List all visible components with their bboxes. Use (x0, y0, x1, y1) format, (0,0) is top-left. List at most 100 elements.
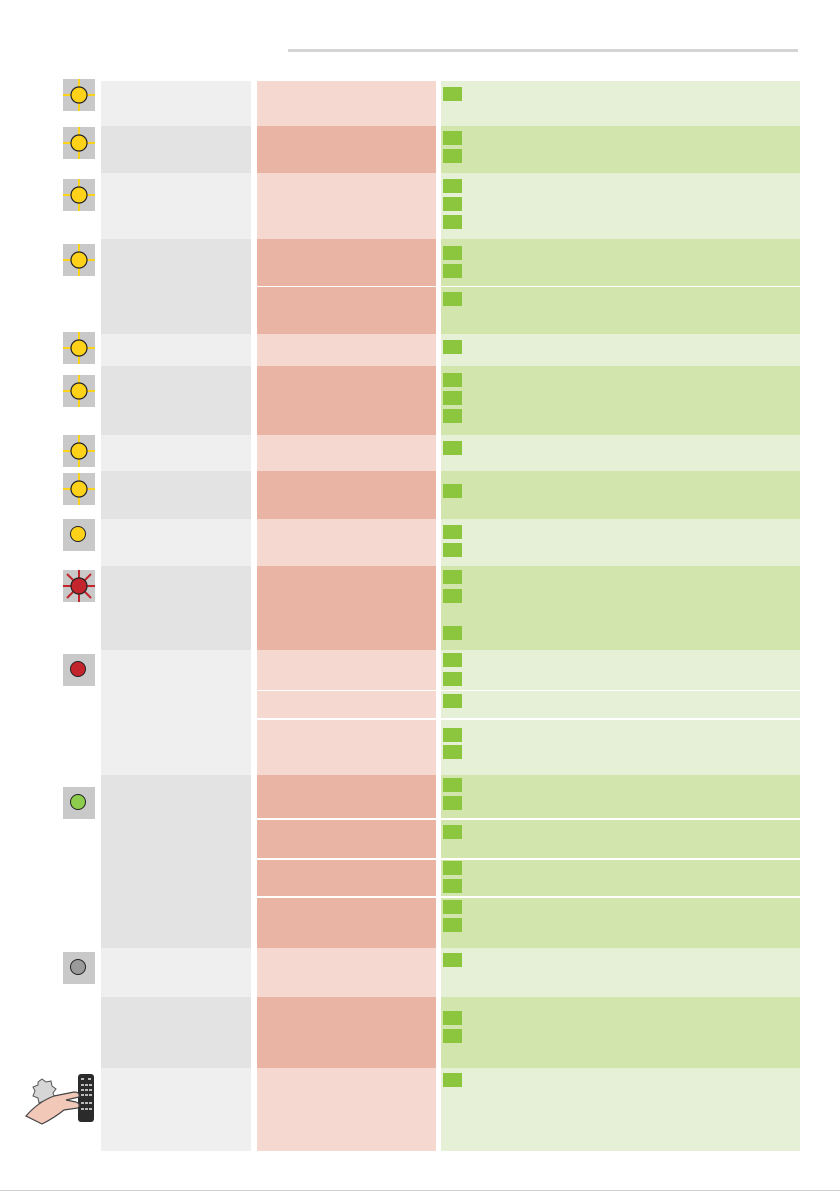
remedy-cell (441, 239, 800, 286)
remedy-cell (441, 471, 800, 519)
cause-cell (257, 720, 436, 775)
remedy-cell (441, 334, 800, 366)
led-dot (70, 526, 86, 542)
remedy-cell (441, 519, 800, 566)
remedy-cell (441, 173, 800, 239)
header-rule (288, 49, 798, 52)
symptom-cell (101, 948, 251, 997)
remedy-cell (441, 820, 800, 858)
check-square-icon (443, 543, 462, 557)
remedy-cell (441, 366, 800, 435)
symptom-cell (101, 81, 251, 126)
symptom-cell (101, 173, 251, 239)
symptom-cell (101, 1068, 251, 1151)
led-dot (70, 959, 86, 975)
yellow-led-blinking-icon (63, 127, 95, 159)
yellow-led-blinking-icon (63, 332, 95, 364)
check-square-icon (443, 653, 462, 667)
symptom-cell (101, 471, 251, 519)
cause-cell (257, 691, 436, 718)
cause-cell (257, 650, 436, 690)
check-square-icon (443, 694, 462, 708)
symptom-cell (101, 650, 251, 775)
symptom-cell (101, 997, 251, 1068)
check-square-icon (443, 197, 462, 211)
check-square-icon (443, 525, 462, 539)
cause-cell (257, 566, 436, 650)
symptom-cell (101, 334, 251, 366)
yellow-led-blinking-icon (63, 179, 95, 211)
check-square-icon (443, 441, 462, 455)
check-square-icon (443, 1073, 462, 1087)
symptom-cell (101, 519, 251, 566)
check-square-icon (443, 672, 462, 686)
check-square-icon (443, 918, 462, 932)
symptom-cell (101, 435, 251, 471)
remedy-cell (441, 566, 800, 650)
grey-led-off-icon (63, 952, 95, 984)
check-square-icon (443, 626, 462, 640)
yellow-led-blinking-icon (63, 473, 95, 505)
remedy-cell (441, 650, 800, 690)
cause-cell (257, 948, 436, 997)
cause-cell (257, 1068, 436, 1151)
cause-cell (257, 820, 436, 858)
cause-cell (257, 366, 436, 435)
led-dot (70, 794, 86, 810)
cause-cell (257, 997, 436, 1068)
cause-cell (257, 519, 436, 566)
check-square-icon (443, 149, 462, 163)
check-square-icon (443, 900, 462, 914)
led-dot (70, 661, 86, 677)
remedy-cell (441, 775, 800, 818)
check-square-icon (443, 484, 462, 498)
cause-cell (257, 239, 436, 286)
check-square-icon (443, 589, 462, 603)
cause-cell (257, 775, 436, 818)
cause-cell (257, 126, 436, 173)
green-led-steady-icon (63, 787, 95, 819)
check-square-icon (443, 745, 462, 759)
cause-cell (257, 435, 436, 471)
check-square-icon (443, 796, 462, 810)
symptom-cell (101, 566, 251, 650)
cause-cell (257, 471, 436, 519)
footer-rule (0, 1190, 840, 1191)
cause-cell (257, 173, 436, 239)
check-square-icon (443, 391, 462, 405)
check-square-icon (443, 728, 462, 742)
check-square-icon (443, 264, 462, 278)
cause-cell (257, 334, 436, 366)
check-square-icon (443, 778, 462, 792)
symptom-cell (101, 239, 251, 334)
symptom-cell (101, 775, 251, 948)
yellow-led-steady-icon (63, 519, 95, 551)
yellow-led-blinking-icon (63, 375, 95, 407)
check-square-icon (443, 953, 462, 967)
check-square-icon (443, 246, 462, 260)
check-square-icon (443, 340, 462, 354)
check-square-icon (443, 131, 462, 145)
remedy-cell (441, 720, 800, 775)
remedy-cell (441, 126, 800, 173)
check-square-icon (443, 570, 462, 584)
remedy-cell (441, 435, 800, 471)
check-square-icon (443, 879, 462, 893)
remedy-cell (441, 860, 800, 896)
yellow-led-blinking-icon (63, 79, 95, 111)
remedy-cell (441, 81, 800, 126)
yellow-led-blinking-icon (63, 435, 95, 467)
check-square-icon (443, 1011, 462, 1025)
check-square-icon (443, 292, 462, 306)
yellow-led-blinking-icon (63, 244, 95, 276)
red-led-steady-icon (63, 654, 95, 686)
red-led-blinking-icon (63, 570, 95, 602)
remedy-cell (441, 287, 800, 334)
check-square-icon (443, 179, 462, 193)
check-square-icon (443, 409, 462, 423)
symptom-cell (101, 126, 251, 173)
check-square-icon (443, 861, 462, 875)
check-square-icon (443, 215, 462, 229)
cause-cell (257, 287, 436, 334)
check-square-icon (443, 825, 462, 839)
